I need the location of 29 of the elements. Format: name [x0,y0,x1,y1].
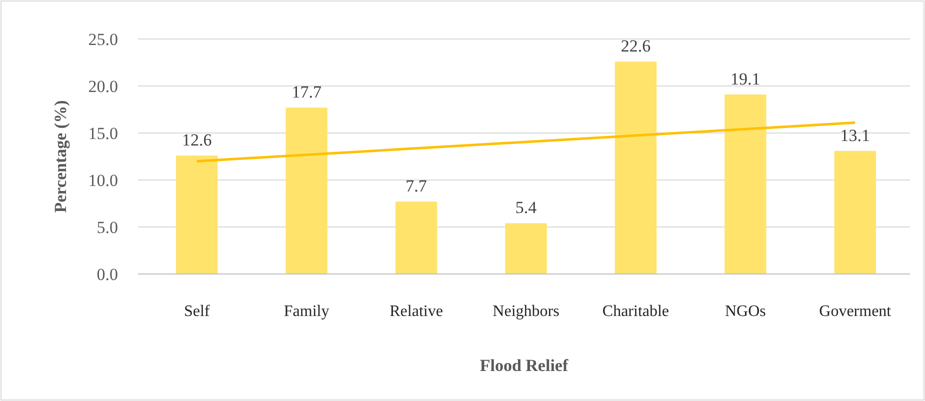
data-label: 5.4 [515,198,538,218]
y-axis-title: Percentage (%) [51,100,70,213]
x-axis-title: Flood Relief [480,356,568,375]
bar [614,62,657,274]
data-label: 19.1 [730,69,760,88]
y-tick-label: 15.0 [88,124,118,143]
bar [834,150,876,274]
y-tick-label: 5.0 [96,218,118,237]
x-tick-label: Relative [390,303,443,320]
x-tick-label: Goverment [819,303,892,320]
bar [176,156,218,274]
bar [724,94,766,274]
x-tick-label: Neighbors [492,303,560,320]
y-tick-label: 0.0 [96,264,118,284]
x-tick-label: Family [284,303,330,320]
x-tick-label: NGOs [724,303,766,320]
data-label: 12.6 [182,130,212,150]
x-tick-label: Charitable [602,303,670,320]
data-label: 7.7 [406,176,428,196]
bar [395,202,438,274]
data-label: 13.1 [840,126,870,145]
bar [505,223,547,274]
y-tick-label: 10.0 [88,170,118,190]
bar [286,108,328,274]
data-label: 17.7 [292,82,322,102]
x-tick-label: Self [184,303,210,320]
y-tick-label: 25.0 [88,30,118,49]
data-label: 22.6 [620,36,651,56]
y-tick-label: 20.0 [88,76,118,96]
